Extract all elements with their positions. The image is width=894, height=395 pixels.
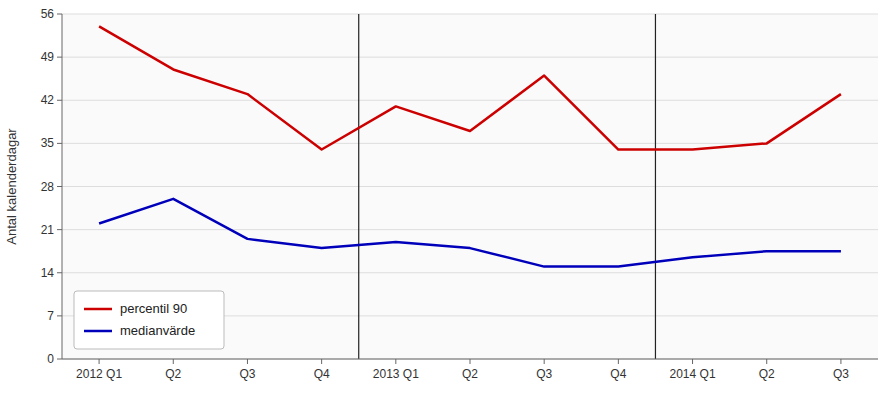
grid-line [62, 14, 878, 15]
year-separator [655, 14, 656, 359]
x-tick [173, 359, 174, 364]
y-tick [57, 272, 62, 273]
y-axis: 0 7 14 21 28 35 42 49 56 [41, 7, 62, 366]
y-tick-label: 14 [41, 266, 55, 280]
x-tick [840, 359, 841, 364]
y-tick-label: 7 [47, 309, 54, 323]
y-tick [57, 359, 62, 360]
x-tick [766, 359, 767, 364]
x-tick-label: Q2 [462, 367, 478, 381]
grid-line [62, 272, 878, 273]
y-tick-label: 56 [41, 7, 55, 21]
legend-swatch [84, 308, 112, 311]
separators [359, 14, 656, 359]
x-tick-label: Q3 [536, 367, 552, 381]
legend: percentil 90 medianvärde [74, 291, 224, 349]
grid-line [62, 100, 878, 101]
x-tick-label: Q3 [833, 367, 849, 381]
y-tick [57, 143, 62, 144]
y-tick [57, 14, 62, 15]
chart-container: 0 7 14 21 28 35 42 49 56 Antal kalenderdagar 2012 … [0, 0, 894, 395]
legend-label: medianvärde [120, 323, 195, 338]
x-tick-label: 2012 Q1 [76, 367, 122, 381]
legend-label: percentil 90 [120, 301, 187, 316]
grid-line [62, 186, 878, 187]
y-tick [57, 186, 62, 187]
series-line [99, 26, 841, 149]
y-tick-label: 0 [47, 352, 54, 366]
year-separator [358, 14, 359, 359]
y-tick [57, 57, 62, 58]
x-tick [247, 359, 248, 364]
legend-box [74, 291, 224, 349]
x-tick-label: 2014 Q1 [670, 367, 716, 381]
y-axis-line [62, 14, 63, 359]
x-tick [544, 359, 545, 364]
y-axis-label: Antal kalenderdagar [4, 128, 19, 245]
x-tick-label: 2013 Q1 [373, 367, 419, 381]
x-tick-label: Q3 [239, 367, 255, 381]
series-lines [99, 26, 841, 266]
x-tick [395, 359, 396, 364]
y-tick-label: 35 [41, 136, 55, 150]
series-line [99, 199, 841, 267]
grid-line [62, 229, 878, 230]
x-axis: 2012 Q1 Q2 Q3 Q4 2013 Q1 Q2 Q3 Q4 2014 Q1 Q2 Q3 [62, 14, 878, 381]
grid-line [62, 57, 878, 58]
x-tick-label: Q2 [759, 367, 775, 381]
y-tick [57, 315, 62, 316]
x-tick-label: Q4 [314, 367, 330, 381]
legend-swatch [84, 330, 112, 333]
plot-area [62, 14, 878, 359]
y-tick-label: 28 [41, 180, 55, 194]
y-tick-label: 42 [41, 93, 55, 107]
x-tick-label: Q2 [165, 367, 181, 381]
y-tick-label: 21 [41, 223, 55, 237]
grid [62, 14, 878, 359]
x-tick [470, 359, 471, 364]
y-tick [57, 100, 62, 101]
x-tick-label: Q4 [610, 367, 626, 381]
x-tick [99, 359, 100, 364]
y-tick [57, 229, 62, 230]
x-tick [321, 359, 322, 364]
x-tick [618, 359, 619, 364]
chart-svg: 0 7 14 21 28 35 42 49 56 Antal kalenderdagar 2012 … [0, 0, 894, 395]
x-tick [692, 359, 693, 364]
y-tick-label: 49 [41, 50, 55, 64]
